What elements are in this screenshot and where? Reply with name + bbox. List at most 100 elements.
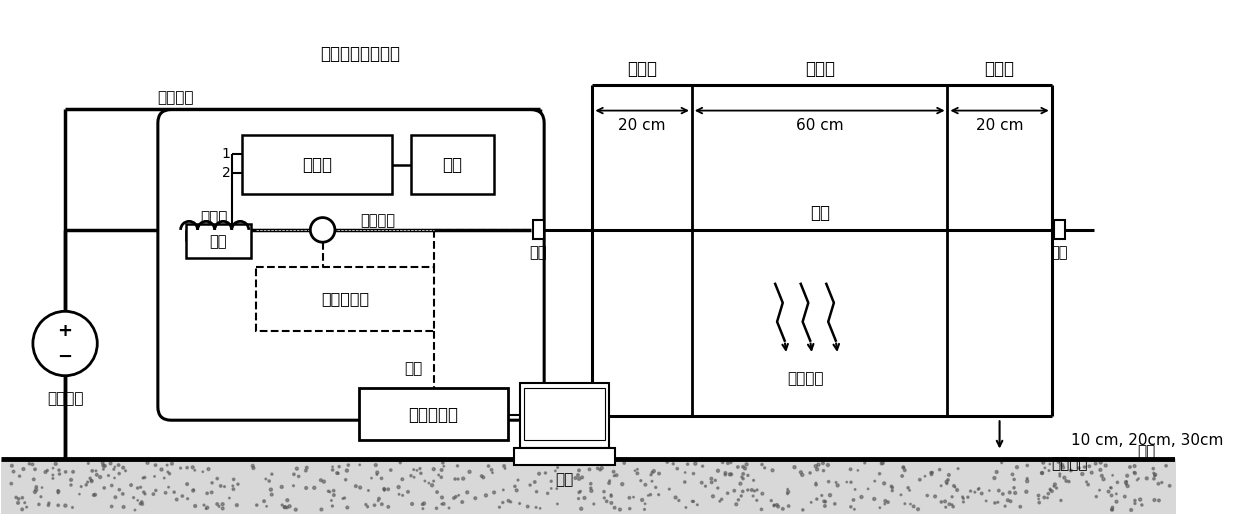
Point bbox=[708, 466, 728, 475]
Point bbox=[56, 467, 76, 476]
Point bbox=[415, 477, 435, 485]
Point bbox=[392, 475, 412, 483]
Point bbox=[113, 490, 133, 498]
Point bbox=[37, 466, 57, 475]
Point bbox=[904, 502, 924, 511]
Point bbox=[712, 495, 732, 503]
Point bbox=[370, 494, 389, 503]
Point bbox=[620, 504, 640, 513]
Point bbox=[727, 500, 746, 509]
Point bbox=[50, 470, 69, 479]
Point bbox=[374, 484, 394, 493]
Point bbox=[748, 486, 768, 494]
Point bbox=[1120, 463, 1140, 471]
Point bbox=[482, 469, 502, 477]
Point bbox=[434, 500, 454, 508]
Point bbox=[594, 494, 614, 502]
Point bbox=[104, 465, 124, 473]
Point bbox=[337, 466, 357, 475]
Text: 电晕放电: 电晕放电 bbox=[787, 371, 823, 386]
Point bbox=[1102, 505, 1122, 514]
Point bbox=[134, 488, 154, 496]
Point bbox=[800, 469, 820, 477]
Point bbox=[102, 481, 122, 490]
Point bbox=[494, 486, 513, 494]
Point bbox=[713, 458, 733, 466]
Point bbox=[976, 497, 996, 505]
Point bbox=[826, 478, 846, 486]
Text: 直流电源: 直流电源 bbox=[47, 391, 83, 406]
Point bbox=[391, 458, 410, 467]
Point bbox=[841, 465, 861, 473]
Point bbox=[988, 486, 1008, 495]
Point bbox=[429, 471, 449, 479]
Point bbox=[591, 464, 611, 472]
Point bbox=[601, 491, 621, 499]
Point bbox=[1059, 477, 1079, 486]
Point bbox=[1152, 479, 1172, 487]
Point bbox=[921, 469, 941, 477]
Point bbox=[1116, 478, 1136, 486]
Point bbox=[419, 479, 439, 487]
Point bbox=[538, 489, 558, 497]
Point bbox=[666, 493, 686, 502]
Point bbox=[1128, 474, 1148, 483]
Point bbox=[844, 505, 864, 513]
Point bbox=[944, 502, 963, 511]
Point bbox=[785, 463, 805, 472]
Point bbox=[813, 466, 833, 475]
Point bbox=[445, 475, 465, 483]
Point bbox=[529, 470, 549, 478]
Point bbox=[874, 479, 894, 487]
Text: 屏蔽笼: 屏蔽笼 bbox=[627, 60, 657, 78]
Point bbox=[145, 472, 165, 481]
Text: 电脑: 电脑 bbox=[556, 472, 573, 487]
Point bbox=[322, 463, 342, 471]
Point bbox=[172, 492, 192, 500]
Point bbox=[1102, 503, 1122, 512]
Point bbox=[588, 464, 608, 473]
Point bbox=[676, 503, 696, 512]
Point bbox=[738, 486, 758, 494]
Point bbox=[432, 473, 451, 482]
Point bbox=[915, 472, 935, 481]
Point bbox=[219, 494, 239, 502]
Point bbox=[91, 473, 110, 481]
Point bbox=[604, 467, 624, 476]
Point bbox=[32, 483, 52, 492]
Point bbox=[1050, 472, 1070, 481]
Point bbox=[398, 487, 418, 496]
Point bbox=[182, 463, 202, 472]
Text: −: − bbox=[57, 348, 73, 366]
Point bbox=[378, 485, 398, 493]
Point bbox=[792, 506, 812, 514]
Point bbox=[1038, 494, 1058, 502]
Point bbox=[130, 483, 150, 492]
Point bbox=[185, 466, 205, 474]
Point bbox=[481, 465, 501, 474]
Point bbox=[841, 503, 861, 511]
Text: 电流探头: 电流探头 bbox=[360, 213, 396, 228]
Point bbox=[202, 479, 222, 487]
Point bbox=[715, 471, 735, 479]
Point bbox=[24, 475, 43, 484]
Point bbox=[949, 464, 968, 473]
Point bbox=[381, 466, 401, 474]
Point bbox=[858, 485, 878, 493]
Point bbox=[841, 478, 861, 486]
Point bbox=[1040, 485, 1060, 493]
Point bbox=[404, 473, 424, 482]
Point bbox=[255, 475, 275, 483]
Point bbox=[667, 464, 687, 473]
Point bbox=[527, 487, 547, 496]
Point bbox=[718, 489, 738, 497]
Point bbox=[9, 495, 29, 503]
Point bbox=[63, 467, 83, 476]
Point bbox=[954, 497, 973, 506]
Point bbox=[490, 503, 510, 511]
Point bbox=[48, 501, 68, 510]
Point bbox=[864, 477, 884, 485]
Point bbox=[1044, 482, 1064, 491]
Point bbox=[720, 458, 740, 467]
Point bbox=[257, 502, 277, 511]
